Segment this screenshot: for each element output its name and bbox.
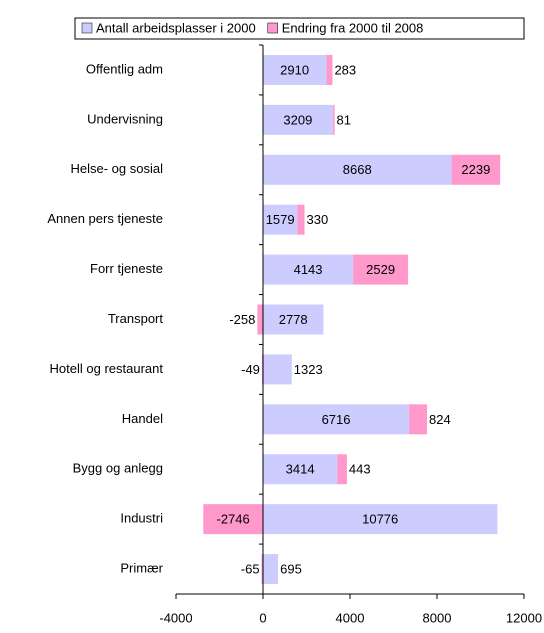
- bar: [326, 54, 333, 85]
- bar: [337, 454, 347, 485]
- data-label: -65: [241, 561, 260, 576]
- bar: [332, 104, 335, 135]
- data-label: 824: [429, 412, 451, 427]
- data-label: 443: [349, 462, 371, 477]
- data-label: 1323: [294, 362, 323, 377]
- legend-label: Endring fra 2000 til 2008: [282, 20, 424, 35]
- data-label: 3414: [286, 462, 315, 477]
- bar: [263, 354, 292, 385]
- data-label: 695: [280, 561, 302, 576]
- data-label: 2778: [279, 312, 308, 327]
- bar: [263, 254, 354, 285]
- bar: [203, 504, 263, 535]
- y-tick-label: Offentlig adm: [86, 61, 163, 76]
- y-tick-label: Transport: [108, 311, 164, 326]
- bar: [263, 404, 410, 435]
- y-tick-label: Hotell og restaurant: [50, 361, 164, 376]
- data-label: 2910: [280, 62, 309, 77]
- x-tick-label: 4000: [336, 610, 365, 625]
- bar: [263, 104, 333, 135]
- legend-label: Antall arbeidsplasser i 2000: [96, 20, 256, 35]
- data-label: -258: [229, 312, 255, 327]
- x-tick-label: 8000: [423, 610, 452, 625]
- data-label: 1579: [266, 212, 295, 227]
- bar: [257, 304, 263, 335]
- data-label: 8668: [343, 162, 372, 177]
- x-tick-label: 12000: [506, 610, 542, 625]
- bar: [451, 154, 501, 185]
- bar: [297, 204, 305, 235]
- data-label: 2239: [461, 162, 490, 177]
- data-label: -49: [241, 362, 260, 377]
- data-label: 4143: [294, 262, 323, 277]
- data-label: 10776: [362, 512, 398, 527]
- data-label: 2529: [366, 262, 395, 277]
- data-label: 81: [337, 112, 351, 127]
- bar: [263, 54, 327, 85]
- bar: [263, 554, 279, 585]
- bar: [409, 404, 427, 435]
- data-label: -2746: [217, 512, 250, 527]
- data-label: 330: [307, 212, 329, 227]
- bar: [353, 254, 409, 285]
- y-tick-label: Bygg og anlegg: [73, 461, 163, 476]
- legend-swatch: [267, 22, 278, 34]
- bar: [263, 154, 452, 185]
- x-tick-label: -4000: [159, 610, 192, 625]
- bar: [261, 354, 263, 385]
- y-tick-label: Handel: [122, 411, 163, 426]
- bar: [263, 504, 498, 535]
- bar: [263, 454, 338, 485]
- y-tick-label: Undervisning: [87, 111, 163, 126]
- data-label: 6716: [322, 412, 351, 427]
- data-label: 283: [334, 62, 356, 77]
- legend-swatch: [81, 22, 93, 34]
- legend-box: [74, 17, 525, 40]
- bar: [263, 204, 298, 235]
- bar: [263, 304, 324, 335]
- y-tick-label: Industri: [120, 511, 163, 526]
- y-tick-label: Annen pers tjeneste: [47, 211, 163, 226]
- x-tick-label: 0: [259, 610, 266, 625]
- y-tick-label: Forr tjeneste: [90, 261, 163, 276]
- y-tick-label: Primær: [120, 560, 163, 575]
- bar: [261, 554, 263, 585]
- y-tick-label: Helse- og sosial: [71, 161, 164, 176]
- data-label: 3209: [283, 112, 312, 127]
